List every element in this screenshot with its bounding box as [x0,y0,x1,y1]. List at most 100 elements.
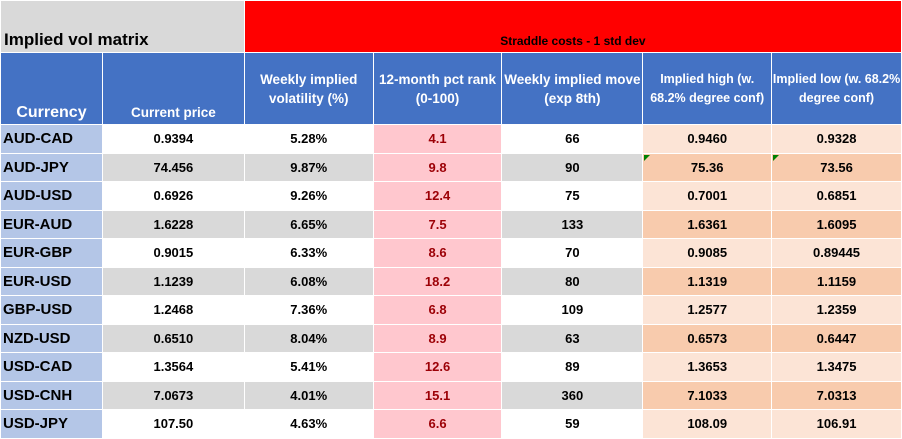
implied-high-cell: 7.1033 [642,380,773,410]
implied-low-cell: 1.1159 [771,266,902,296]
implied-high-cell: 1.2577 [642,295,773,325]
currency-cell: EUR-USD [0,266,103,296]
price-cell: 1.3564 [101,352,245,382]
currency-cell: USD-JPY [0,409,103,439]
implied-high-cell: 0.7001 [642,181,773,211]
implied-low-cell: 0.6447 [771,323,902,353]
implied-high-cell: 0.9085 [642,238,773,268]
header-current-price: Current price [101,52,245,125]
table-row: AUD-USD 0.6926 9.26% 12.4 75 0.7001 0.6851 [0,181,902,211]
currency-cell: NZD-USD [0,323,103,353]
rank-cell: 6.6 [372,409,503,439]
move-cell: 70 [501,238,644,268]
rank-cell: 15.1 [372,380,503,410]
implied-high-cell: 0.9460 [642,124,773,154]
implied-high-cell: 1.6361 [642,209,773,239]
move-cell: 133 [501,209,644,239]
move-cell: 89 [501,352,644,382]
implied-low-cell: 106.91 [771,409,902,439]
price-cell: 1.6228 [101,209,245,239]
rank-cell: 9.8 [372,152,503,182]
rank-cell: 18.2 [372,266,503,296]
rank-cell: 7.5 [372,209,503,239]
volatility-cell: 9.26% [243,181,374,211]
header-implied-low: Implied low (w. 68.2% degree conf) [771,52,902,125]
data-rows: AUD-CAD 0.9394 5.28% 4.1 66 0.9460 0.9328 AUD-J… [0,124,902,439]
implied-low-cell: 0.89445 [771,238,902,268]
implied-low-cell: 1.6095 [771,209,902,239]
table-row: EUR-GBP 0.9015 6.33% 8.6 70 0.9085 0.89445 [0,238,902,268]
move-cell: 360 [501,380,644,410]
currency-cell: EUR-AUD [0,209,103,239]
table-row: GBP-USD 1.2468 7.36% 6.8 109 1.2577 1.2359 [0,295,902,325]
volatility-cell: 7.36% [243,295,374,325]
currency-cell: USD-CAD [0,352,103,382]
rank-cell: 4.1 [372,124,503,154]
currency-cell: EUR-GBP [0,238,103,268]
implied-low-cell: 7.0313 [771,380,902,410]
price-cell: 0.6926 [101,181,245,211]
price-cell: 0.9394 [101,124,245,154]
move-cell: 66 [501,124,644,154]
header-weekly-vol: Weekly implied volatility (%) [243,52,374,125]
table-row: USD-CNH 7.0673 4.01% 15.1 360 7.1033 7.0313 [0,380,902,410]
volatility-cell: 8.04% [243,323,374,353]
move-cell: 75 [501,181,644,211]
implied-high-cell: 108.09 [642,409,773,439]
volatility-cell: 6.65% [243,209,374,239]
rank-cell: 8.9 [372,323,503,353]
table-row: USD-JPY 107.50 4.63% 6.6 59 108.09 106.91 [0,409,902,439]
move-cell: 80 [501,266,644,296]
move-cell: 63 [501,323,644,353]
currency-cell: AUD-JPY [0,152,103,182]
header-row: Currency Current price Weekly implied vo… [0,52,902,125]
volatility-cell: 4.63% [243,409,374,439]
header-currency: Currency [0,52,103,125]
price-cell: 107.50 [101,409,245,439]
price-cell: 1.2468 [101,295,245,325]
price-cell: 1.1239 [101,266,245,296]
rank-cell: 8.6 [372,238,503,268]
matrix-title: Implied vol matrix [0,0,245,53]
rank-cell: 6.8 [372,295,503,325]
rank-cell: 12.6 [372,352,503,382]
currency-cell: GBP-USD [0,295,103,325]
volatility-cell: 4.01% [243,380,374,410]
header-pct-rank: 12-month pct rank (0-100) [372,52,503,125]
implied-high-cell: 75.36 [642,152,773,182]
volatility-cell: 9.87% [243,152,374,182]
table-row: AUD-JPY 74.456 9.87% 9.8 90 75.36 73.56 [0,152,902,182]
volatility-cell: 6.33% [243,238,374,268]
table-row: AUD-CAD 0.9394 5.28% 4.1 66 0.9460 0.9328 [0,124,902,154]
implied-low-cell: 0.9328 [771,124,902,154]
price-cell: 0.9015 [101,238,245,268]
straddle-banner: Straddle costs - 1 std dev [243,0,902,53]
table-row: NZD-USD 0.6510 8.04% 8.9 63 0.6573 0.6447 [0,323,902,353]
implied-low-cell: 0.6851 [771,181,902,211]
implied-high-cell: 1.1319 [642,266,773,296]
implied-low-cell: 73.56 [771,152,902,182]
currency-cell: AUD-CAD [0,124,103,154]
rank-cell: 12.4 [372,181,503,211]
move-cell: 59 [501,409,644,439]
header-implied-move: Weekly implied move (exp 8th) [501,52,644,125]
currency-cell: AUD-USD [0,181,103,211]
price-cell: 7.0673 [101,380,245,410]
header-implied-high: Implied high (w. 68.2% degree conf) [642,52,773,125]
volatility-cell: 6.08% [243,266,374,296]
volatility-cell: 5.41% [243,352,374,382]
implied-low-cell: 1.2359 [771,295,902,325]
implied-high-cell: 0.6573 [642,323,773,353]
implied-high-cell: 1.3653 [642,352,773,382]
price-cell: 0.6510 [101,323,245,353]
table-row: EUR-AUD 1.6228 6.65% 7.5 133 1.6361 1.6095 [0,209,902,239]
implied-low-cell: 1.3475 [771,352,902,382]
price-cell: 74.456 [101,152,245,182]
table-row: USD-CAD 1.3564 5.41% 12.6 89 1.3653 1.3475 [0,352,902,382]
volatility-cell: 5.28% [243,124,374,154]
currency-cell: USD-CNH [0,380,103,410]
move-cell: 90 [501,152,644,182]
move-cell: 109 [501,295,644,325]
